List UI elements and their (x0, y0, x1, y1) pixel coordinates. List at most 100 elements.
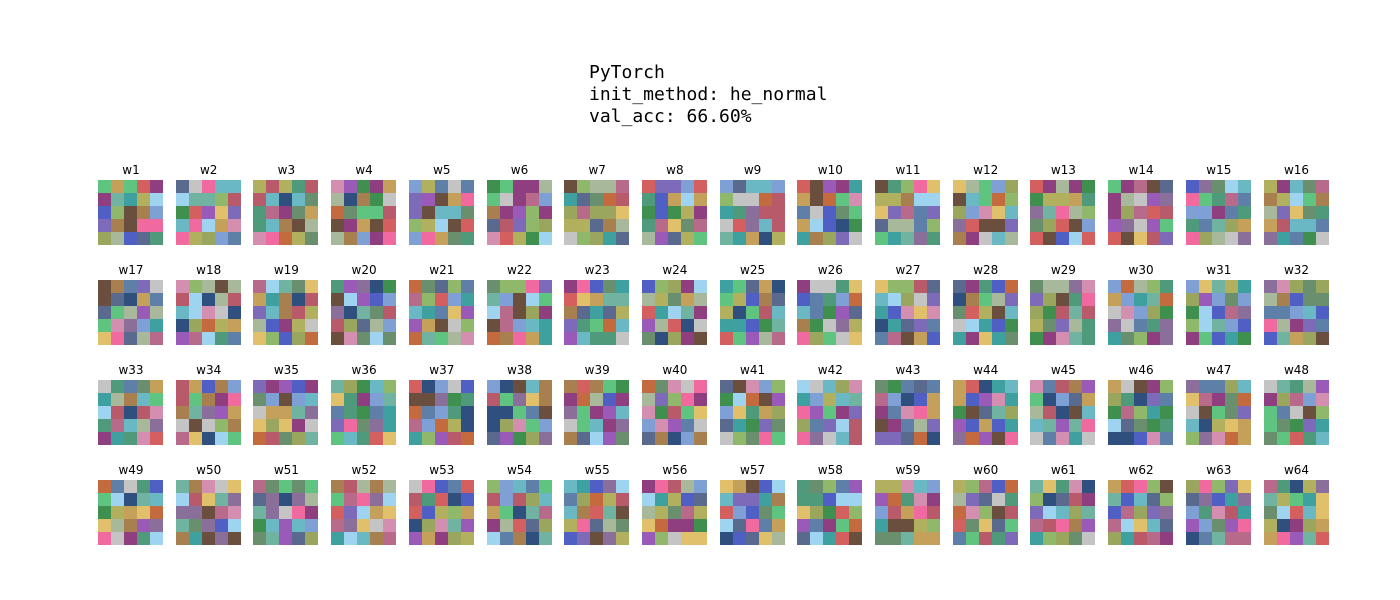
filter-pixel (1121, 180, 1135, 194)
filter-pixel (1056, 532, 1070, 545)
filter-pixel (383, 319, 397, 333)
filter-pixel (1082, 306, 1096, 320)
filter-pixel (797, 532, 811, 545)
filter-pixel (1315, 432, 1329, 445)
filter-pixel (1147, 506, 1161, 520)
filter-cell: w53 (408, 463, 475, 545)
filter-pixel (771, 432, 785, 445)
filter-pixel (888, 319, 902, 333)
filter-pixel (201, 193, 215, 207)
filter-cell: w3 (253, 163, 319, 245)
filter-pixel (434, 406, 449, 420)
filter-pixel (1224, 193, 1239, 207)
filter-pixel (150, 519, 163, 533)
filter-pixel (1108, 480, 1122, 494)
filter-pixel (460, 380, 474, 394)
filter-pixel (693, 293, 707, 307)
filter-label: w41 (740, 363, 766, 377)
filter-pixel (616, 406, 630, 420)
filter-pixel (1082, 193, 1096, 207)
filter-pixel (214, 532, 228, 545)
filter-pixel (111, 532, 125, 545)
figure-title: PyTorch init_method: he_normal val_acc: … (589, 62, 827, 128)
filter-pixel (1237, 493, 1251, 507)
filter-pixel (279, 432, 293, 445)
filter-pixel (1043, 280, 1057, 294)
filter-cell: w4 (331, 163, 397, 245)
filter-pixel (253, 206, 267, 220)
filter-pixel (124, 380, 138, 394)
filter-pixel (1198, 180, 1213, 194)
filter-pixel (1302, 180, 1316, 194)
filter-pixel (447, 280, 462, 294)
filter-label: w4 (355, 163, 373, 177)
filter-pixel (124, 419, 138, 433)
filter-pixel (1043, 219, 1057, 233)
filter-pixel (408, 393, 423, 407)
filter-pixel (991, 332, 1005, 345)
filter-pixel (434, 293, 449, 307)
filter-pixel (434, 419, 449, 433)
filter-pixel (331, 493, 345, 507)
filter-pixel (590, 319, 604, 333)
filter-pixel (952, 319, 966, 333)
filter-pixel (849, 393, 863, 407)
filter-pixel (564, 319, 578, 333)
filter-pixel (1237, 306, 1251, 320)
filter-pixel (383, 219, 397, 233)
filter-pixel (927, 306, 940, 320)
filter-pixel (1069, 180, 1083, 194)
filter-pixel (383, 532, 397, 545)
filter-pixel (1004, 406, 1018, 420)
filter-pixel (460, 393, 474, 407)
filter-pixel (137, 180, 151, 194)
filter-pixel (175, 332, 189, 345)
filter-pixel (590, 193, 604, 207)
filter-pixel (797, 293, 811, 307)
filter-pixel (305, 519, 319, 533)
filter-pixel (1121, 232, 1135, 245)
filter-label: w23 (584, 263, 610, 277)
filter-pixel (1108, 232, 1122, 245)
filter-pixel (383, 493, 397, 507)
filter-pixel (1289, 432, 1303, 445)
filter-pixel (616, 519, 630, 533)
filter-label: w38 (506, 363, 533, 377)
filter-heatmap (564, 480, 630, 545)
filter-pixel (927, 406, 940, 420)
filter-pixel (978, 280, 992, 294)
filter-pixel (1160, 506, 1174, 520)
filter-pixel (978, 293, 992, 307)
filter-heatmap (797, 380, 863, 445)
filter-pixel (1030, 219, 1044, 233)
filter-pixel (460, 193, 474, 207)
filter-pixel (408, 219, 423, 233)
filter-pixel (641, 306, 656, 320)
filter-heatmap (1263, 180, 1329, 245)
filter-pixel (1263, 306, 1277, 320)
filter-pixel (370, 280, 384, 294)
filter-pixel (1237, 332, 1251, 345)
filter-pixel (227, 406, 241, 420)
filter-heatmap (564, 380, 630, 445)
filter-pixel (292, 519, 306, 533)
filter-cell: w21 (408, 263, 475, 345)
filter-pixel (1276, 293, 1290, 307)
filter-pixel (616, 293, 630, 307)
filter-pixel (227, 306, 241, 320)
filter-pixel (888, 332, 902, 345)
filter-pixel (849, 306, 863, 320)
filter-pixel (1069, 280, 1083, 294)
filter-pixel (253, 480, 267, 494)
filter-pixel (667, 406, 682, 420)
filter-cell: w14 (1108, 163, 1174, 245)
filter-pixel (1263, 180, 1277, 194)
filter-pixel (227, 380, 241, 394)
filter-pixel (745, 232, 759, 245)
filter-pixel (1108, 432, 1122, 445)
filter-pixel (1082, 232, 1096, 245)
filter-pixel (1056, 393, 1070, 407)
filter-pixel (810, 519, 824, 533)
filter-pixel (279, 406, 293, 420)
filter-pixel (175, 380, 189, 394)
